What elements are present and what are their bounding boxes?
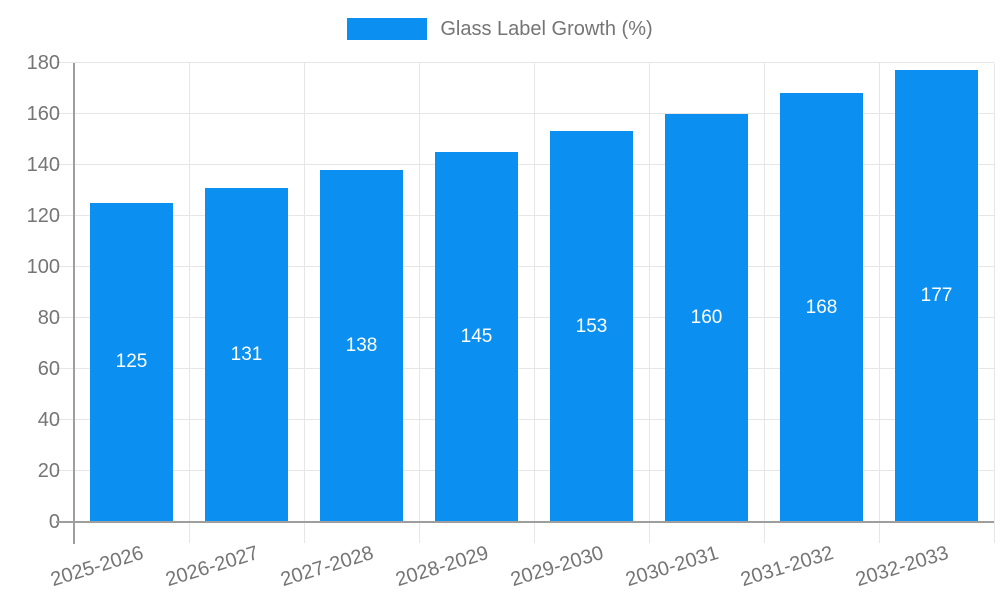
x-axis-category-label: 2028-2029 <box>393 542 491 592</box>
grid-line-vertical <box>533 62 535 543</box>
bar-value-label: 138 <box>345 334 378 356</box>
grid-line-vertical <box>763 62 765 543</box>
y-axis-tick-label: 100 <box>26 255 60 278</box>
x-axis-category-label: 2025-2026 <box>48 542 146 592</box>
grid-line-horizontal <box>56 113 994 115</box>
y-axis-tick-label: 0 <box>48 511 60 533</box>
bar: 131 <box>205 187 288 522</box>
x-axis-category-label: 2031-2032 <box>738 542 836 592</box>
bar: 145 <box>435 151 518 522</box>
grid-line-vertical <box>303 62 305 543</box>
grid-line-horizontal <box>56 368 994 370</box>
bar: 138 <box>320 169 403 522</box>
y-axis-tick-label: 80 <box>37 306 60 329</box>
x-axis-category-label: 2032-2033 <box>853 542 951 592</box>
y-axis-tick-label: 40 <box>37 408 60 431</box>
y-axis-tick-label: 140 <box>26 153 60 176</box>
bar-value-label: 125 <box>115 351 148 373</box>
legend-label: Glass Label Growth (%) <box>440 18 653 40</box>
grid-line-horizontal <box>56 266 994 268</box>
grid-line-horizontal <box>56 215 994 217</box>
y-axis-tick-label: 20 <box>37 459 60 482</box>
grid-line-vertical <box>418 62 420 543</box>
bar-value-label: 168 <box>805 296 838 318</box>
y-axis-tick-label: 60 <box>37 357 60 380</box>
bar: 160 <box>665 113 748 522</box>
grid-line-horizontal <box>56 470 994 472</box>
x-axis-category-label: 2027-2028 <box>278 542 376 592</box>
x-axis-category-label: 2030-2031 <box>623 542 721 592</box>
x-axis-line <box>56 521 994 523</box>
bar-value-label: 160 <box>690 306 723 328</box>
grid-line-vertical <box>188 62 190 543</box>
bar-value-label: 145 <box>460 325 493 347</box>
grid-line-vertical <box>993 62 995 543</box>
grid-line-vertical <box>648 62 650 543</box>
y-axis-tick-label: 160 <box>26 102 60 125</box>
y-axis-line <box>73 62 75 544</box>
grid-line-horizontal <box>56 164 994 166</box>
bar: 153 <box>550 131 633 522</box>
grid-line-vertical <box>878 62 880 543</box>
y-axis-tick-label: 120 <box>26 204 60 227</box>
bar: 125 <box>90 202 173 522</box>
bar-value-label: 153 <box>575 315 608 337</box>
grid-line-horizontal <box>56 419 994 421</box>
bar: 168 <box>780 93 863 522</box>
legend-swatch <box>347 18 428 40</box>
y-axis-tick-label: 180 <box>26 51 60 74</box>
grid-line-horizontal <box>56 317 994 319</box>
x-axis-category-label: 2029-2030 <box>508 542 606 592</box>
bar-value-label: 177 <box>920 285 953 307</box>
bar: 177 <box>895 70 978 522</box>
x-axis-category-label: 2026-2027 <box>163 542 261 592</box>
legend: Glass Label Growth (%) <box>0 18 1000 40</box>
bar-value-label: 131 <box>230 343 263 365</box>
grid-line-horizontal <box>56 62 994 63</box>
